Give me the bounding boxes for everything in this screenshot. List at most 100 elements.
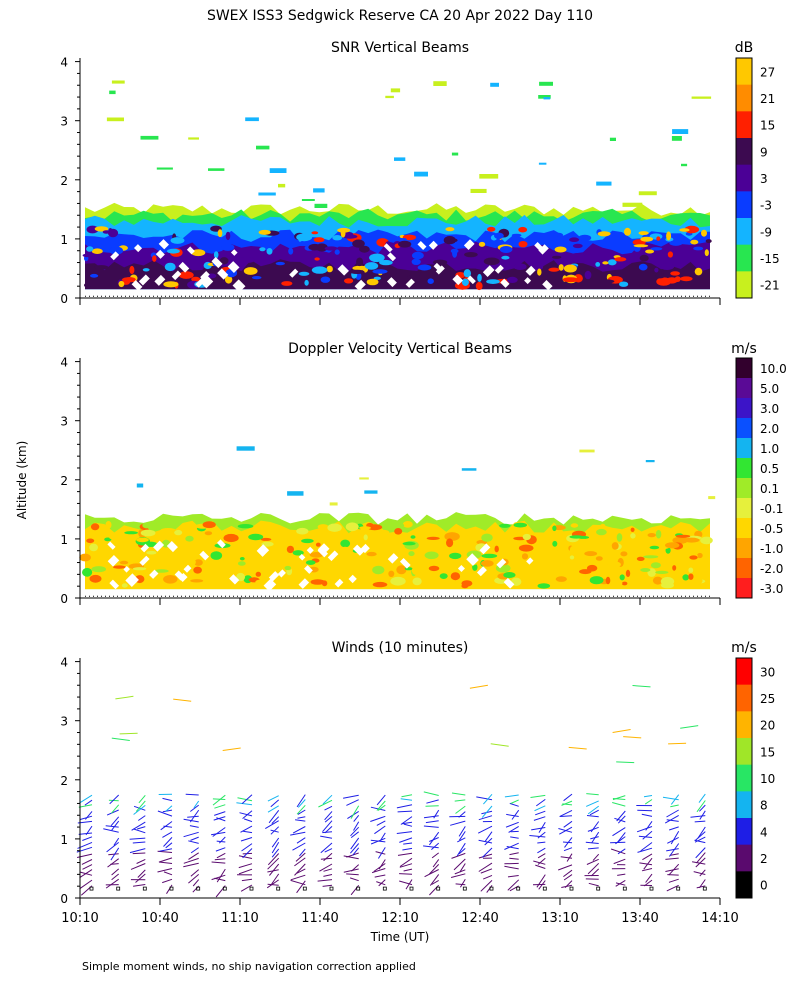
wind-barb <box>371 868 386 874</box>
wind-barb <box>271 848 280 858</box>
colorbar-label: 25 <box>760 692 775 706</box>
wind-barb <box>377 804 386 811</box>
wind-barb <box>482 847 493 858</box>
missing-data-gap <box>166 541 178 553</box>
snr-speckle <box>511 233 522 237</box>
snr-speckle <box>443 236 456 245</box>
wind-barb <box>190 847 199 854</box>
wind-barb <box>456 842 466 857</box>
missing-data-gap <box>538 244 549 255</box>
velocity-speckle <box>286 545 294 554</box>
wind-barb <box>615 836 626 845</box>
wind-barb <box>295 852 306 862</box>
snr-speckle <box>251 276 262 280</box>
wind-barb <box>426 799 439 804</box>
wind-barb <box>135 873 146 883</box>
echo-fragment <box>470 188 487 193</box>
missing-data-gap <box>171 270 182 281</box>
wind-barb <box>267 805 279 813</box>
wind-barb <box>490 743 509 747</box>
wind-barb <box>158 861 173 864</box>
wind-barb <box>537 841 546 844</box>
wind-barb <box>559 809 573 818</box>
snr-colorbar: 27 21 15 9 3 -3 -9 -15 -21 <box>735 57 780 299</box>
wind-barb <box>106 842 120 853</box>
colorbar-swatch <box>736 538 752 559</box>
wind-barb <box>188 840 199 844</box>
snr-speckle <box>487 226 496 232</box>
echo-fragment <box>385 95 394 99</box>
wind-barb <box>423 825 439 828</box>
wind-barb <box>242 848 253 859</box>
wind-barb <box>269 863 280 876</box>
wind-barb <box>478 815 493 821</box>
missing-data-gap <box>109 579 120 590</box>
snr-speckle <box>569 237 580 242</box>
colorbar-label: -2.0 <box>760 562 783 576</box>
wind-barb <box>588 882 599 887</box>
wind-barb <box>668 878 679 883</box>
snr-speckle <box>553 232 563 237</box>
missing-data-gap <box>178 573 188 583</box>
velocity-speckle <box>677 527 689 532</box>
wind-barb <box>133 805 146 811</box>
snr-panel-title: SNR Vertical Beams <box>331 40 469 56</box>
wind-barb <box>669 853 679 856</box>
wind-barb <box>586 793 599 796</box>
wind-barb <box>324 811 333 821</box>
missing-data-gap <box>386 277 397 288</box>
velocity-speckle <box>652 576 663 585</box>
wind-barb <box>642 853 653 861</box>
missing-data-gap <box>467 275 476 285</box>
wind-barb <box>399 873 413 875</box>
wind-barb <box>664 814 679 824</box>
wind-barb <box>696 885 706 889</box>
y-tick-label: 4 <box>60 656 68 670</box>
wind-barb <box>534 805 546 812</box>
wind-barb <box>343 855 359 860</box>
echo-fragment <box>490 82 499 87</box>
wind-barb <box>450 873 466 878</box>
missing-data-gap <box>457 565 465 573</box>
wind-barb <box>324 805 333 811</box>
wind-barb <box>322 794 333 805</box>
wind-barb <box>350 843 360 854</box>
velocity-speckle <box>402 521 413 528</box>
missing-data-gap <box>277 569 286 578</box>
snr-speckle <box>537 268 542 276</box>
snr-speckle <box>607 259 617 266</box>
wind-barb <box>510 799 519 804</box>
wind-barb <box>173 698 192 702</box>
wind-barb <box>188 852 199 860</box>
wind-barb <box>106 809 119 816</box>
wind-barb <box>240 837 253 842</box>
y-tick-label: 3 <box>60 415 68 429</box>
wind-barb <box>458 831 466 841</box>
snr-speckle <box>552 255 562 259</box>
wind-barb <box>694 831 706 841</box>
wind-barb <box>399 837 413 843</box>
colorbar-label: 1.0 <box>760 442 779 456</box>
snr-speckle <box>239 257 255 263</box>
doppler-axes: 0 1 2 3 4 <box>60 356 721 606</box>
wind-barb <box>82 836 93 841</box>
snr-speckle <box>483 250 495 259</box>
wind-barb <box>236 802 253 806</box>
wind-barb <box>212 827 226 837</box>
snr-speckle <box>243 267 258 275</box>
velocity-speckle <box>481 553 498 559</box>
colorbar-label: -9 <box>760 225 772 239</box>
snr-speckle <box>478 241 486 247</box>
wind-barb <box>504 865 519 870</box>
wind-barb <box>504 842 519 850</box>
velocity-speckle <box>595 556 603 561</box>
velocity-speckle <box>423 578 437 586</box>
velocity-speckle <box>589 576 604 585</box>
snr-speckle <box>572 243 583 249</box>
wind-barb <box>478 853 493 859</box>
snr-speckle <box>705 239 712 244</box>
colorbar-swatch <box>736 518 752 539</box>
wind-barb <box>403 868 413 872</box>
velocity-speckle <box>237 524 254 529</box>
missing-data-gap <box>183 564 192 573</box>
